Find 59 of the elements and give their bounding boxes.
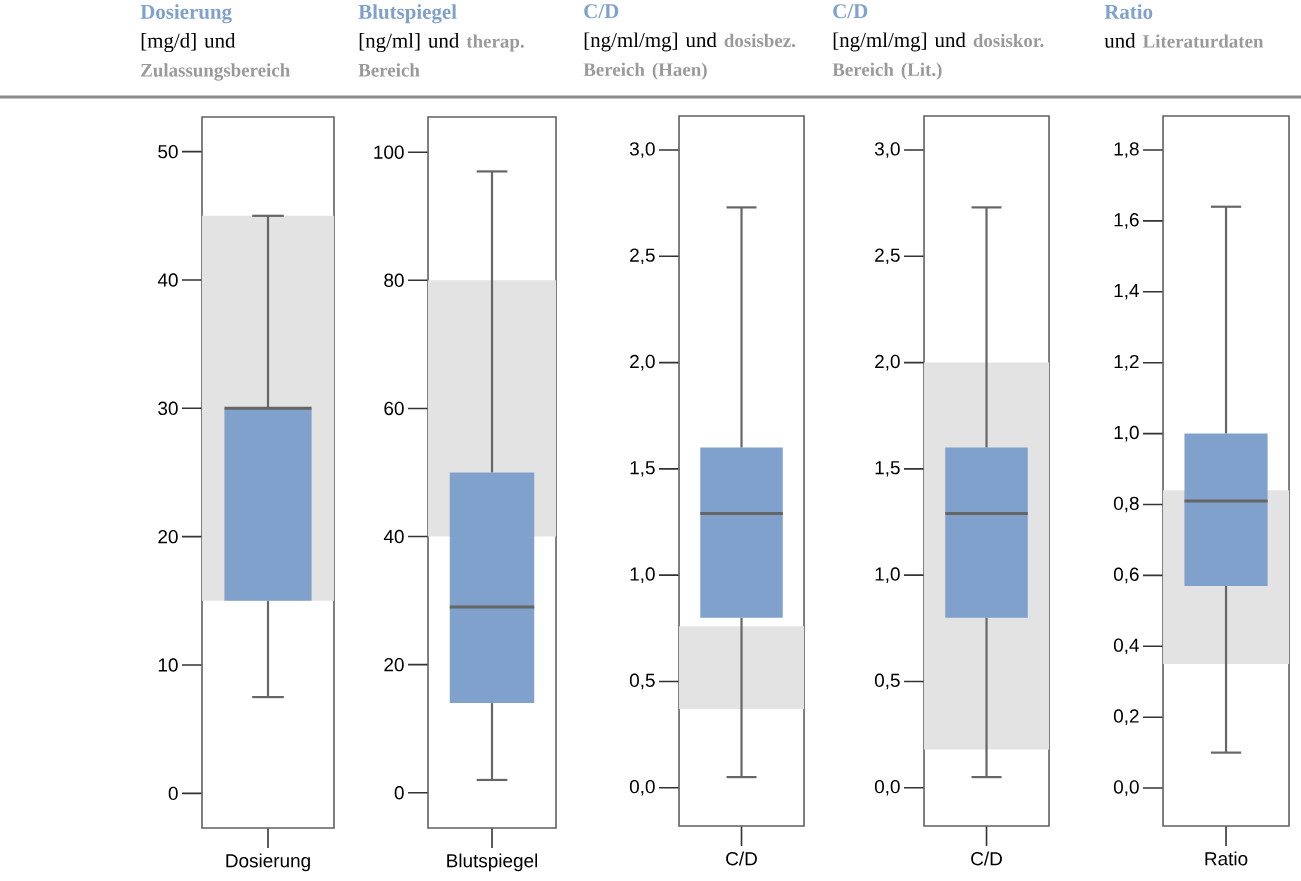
y-tick-label: 1,2 xyxy=(1114,354,1139,371)
chart-subtitle: [mg/d] und xyxy=(141,33,236,53)
y-tick-label: 0,0 xyxy=(874,779,900,796)
y-tick-label: 0,0 xyxy=(629,779,655,796)
text: Literaturdaten xyxy=(1142,34,1264,48)
chart-subtitle: und xyxy=(1104,33,1136,48)
text: dosisbez. xyxy=(724,33,796,48)
chart-subtitle: [ng/ml/mg] und xyxy=(833,32,966,52)
y-tick-label: 0,0 xyxy=(1113,780,1139,796)
chart-title: Blutspiegel xyxy=(358,4,457,24)
y-tick-label: 50 xyxy=(158,144,178,159)
y-tick-label: 1,6 xyxy=(1114,213,1139,229)
text: Bereich (Lit.) xyxy=(832,62,942,80)
y-tick-label: 0,6 xyxy=(1113,567,1139,584)
y-tick-label: 0,2 xyxy=(1113,709,1139,725)
y-tick-label: 2,0 xyxy=(875,354,900,371)
y-tick-label: 20 xyxy=(158,529,178,544)
chart-title: C/D xyxy=(833,4,868,19)
text: Zulassungsbereich xyxy=(141,63,290,81)
y-tick-label: 80 xyxy=(384,273,404,288)
y-tick-label: 60 xyxy=(384,401,404,416)
chart-title: C/D xyxy=(584,4,619,19)
y-tick-label: 0 xyxy=(394,786,404,800)
y-tick-label: 40 xyxy=(157,273,178,287)
y-tick-label: 1,0 xyxy=(630,567,655,583)
y-tick-label: 10 xyxy=(158,658,178,672)
chart-subtitle: [ng/ml/mg] und xyxy=(584,32,717,52)
y-tick-label: 1,5 xyxy=(875,461,900,477)
y-tick-label: 1,0 xyxy=(875,567,900,583)
chart-subtitle: [ng/ml] und xyxy=(359,33,460,53)
y-tick-label: 1,0 xyxy=(1114,425,1139,442)
y-tick-label: 0,8 xyxy=(1113,496,1139,513)
text: Bereich xyxy=(358,63,420,77)
y-tick-label: 1,5 xyxy=(630,461,655,477)
x-tick-label: Dosierung xyxy=(226,853,310,872)
text: dosiskor. xyxy=(973,33,1044,48)
chart-title: Dosierung xyxy=(140,4,232,24)
y-tick-label: 2,5 xyxy=(630,248,655,265)
chart-title: Ratio xyxy=(1104,4,1153,19)
x-tick-label: C/D xyxy=(971,851,1002,866)
text: Bereich (Haen) xyxy=(583,62,707,80)
y-tick-label: 100 xyxy=(374,145,404,159)
x-tick-label: Ratio xyxy=(1205,851,1248,866)
y-tick-label: 30 xyxy=(158,401,178,416)
y-tick-label: 3,0 xyxy=(629,142,655,158)
y-tick-label: 0 xyxy=(168,786,178,801)
y-tick-label: 0,5 xyxy=(874,673,900,690)
y-tick-label: 20 xyxy=(384,657,404,672)
y-tick-label: 1,4 xyxy=(1114,284,1139,300)
text: therap. xyxy=(466,34,524,52)
y-tick-label: 2,0 xyxy=(630,354,655,371)
y-tick-label: 3,0 xyxy=(874,142,900,158)
y-tick-label: 0,4 xyxy=(1113,638,1139,655)
y-tick-label: 2,5 xyxy=(875,248,900,265)
x-tick-label: Blutspiegel xyxy=(447,853,538,872)
x-tick-label: C/D xyxy=(726,851,757,866)
y-tick-label: 0,5 xyxy=(629,673,655,690)
y-tick-label: 1,8 xyxy=(1114,142,1139,158)
y-tick-label: 40 xyxy=(383,529,404,544)
